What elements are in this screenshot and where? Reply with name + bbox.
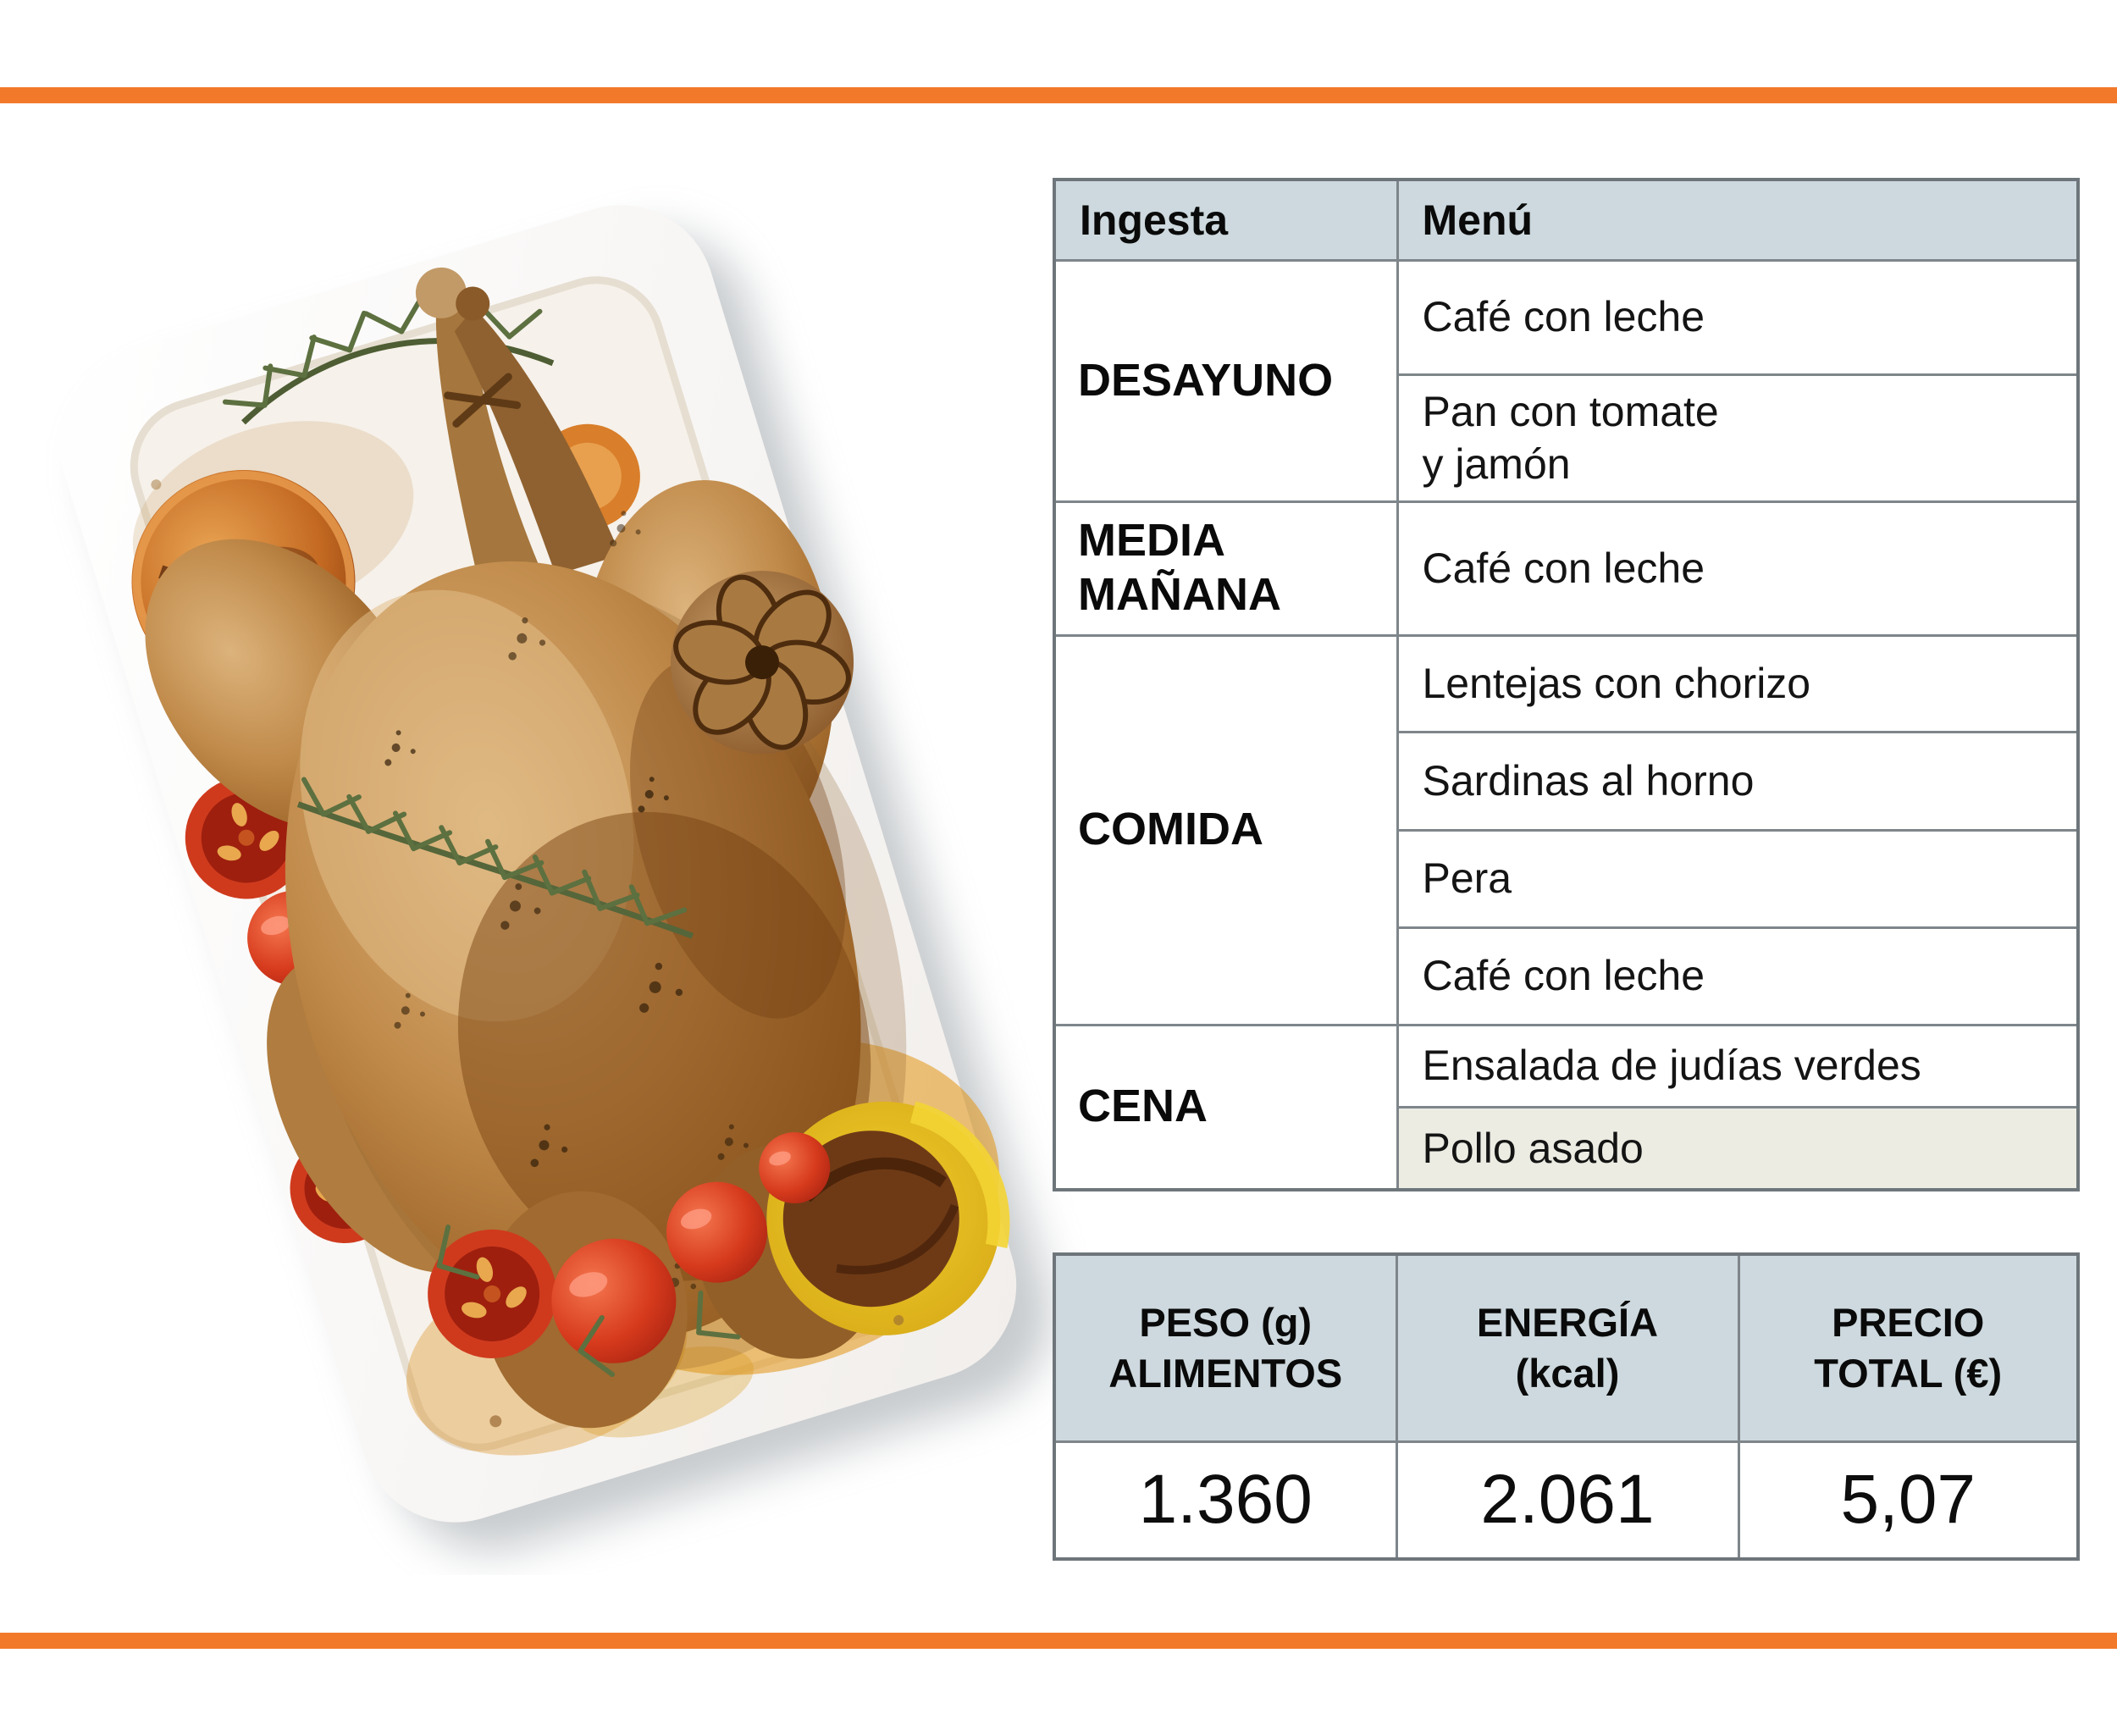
column-header-ingesta: Ingesta bbox=[1053, 178, 1399, 262]
totals-header-energia: ENERGÍA (kcal) bbox=[1395, 1252, 1740, 1443]
menu-item: Pera bbox=[1396, 828, 2080, 929]
menu-item: Sardinas al horno bbox=[1396, 730, 2080, 832]
meal-label-cena: CENA bbox=[1053, 1023, 1399, 1191]
totals-value-energia: 2.061 bbox=[1395, 1440, 1740, 1561]
menu-item: Café con leche bbox=[1396, 500, 2080, 637]
menu-item: Lentejas con chorizo bbox=[1396, 633, 2080, 733]
totals-value-peso: 1.360 bbox=[1053, 1440, 1398, 1561]
top-divider-bar bbox=[0, 87, 2117, 103]
totals-header-precio: PRECIO TOTAL (€) bbox=[1737, 1252, 2080, 1443]
menu-table: Ingesta Menú DESAYUNO Café con leche Pan… bbox=[1053, 178, 2080, 1191]
menu-item: Café con leche bbox=[1396, 258, 2080, 376]
bottom-divider-bar bbox=[0, 1633, 2117, 1649]
menu-item: Café con leche bbox=[1396, 926, 2080, 1026]
column-header-menu: Menú bbox=[1396, 178, 2080, 262]
meal-label-desayuno: DESAYUNO bbox=[1053, 258, 1399, 503]
totals-table: PESO (g) ALIMENTOS ENERGÍA (kcal) PRECIO… bbox=[1053, 1252, 2080, 1561]
totals-header-peso: PESO (g) ALIMENTOS bbox=[1053, 1252, 1398, 1443]
totals-value-precio: 5,07 bbox=[1737, 1440, 2080, 1561]
menu-item-highlighted: Pollo asado bbox=[1396, 1105, 2080, 1191]
meal-label-comida: COMIDA bbox=[1053, 633, 1399, 1026]
menu-item: Pan con tomate y jamón bbox=[1396, 373, 2080, 503]
menu-item: Ensalada de judías verdes bbox=[1396, 1023, 2080, 1108]
meal-label-media-manana: MEDIA MAÑANA bbox=[1053, 500, 1399, 637]
roast-chicken-photo bbox=[0, 102, 1101, 1575]
